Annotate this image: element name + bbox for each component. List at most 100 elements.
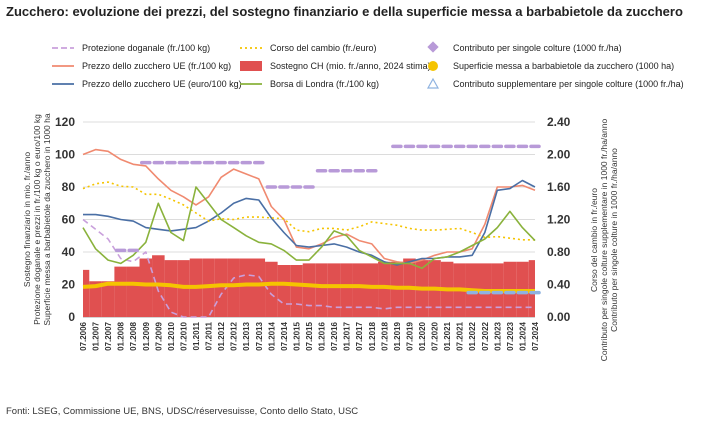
- legend-item: Contributo supplementare per singole col…: [426, 77, 684, 89]
- marker-contributo: [190, 160, 202, 165]
- marker-contributo: [227, 160, 240, 165]
- x-tick-label: 01.2013: [242, 321, 251, 350]
- marker-supplementare: [479, 290, 491, 295]
- marker-contributo: [340, 168, 353, 173]
- x-tick-label: 07.2013: [255, 321, 264, 350]
- bar-sostegno: [101, 281, 115, 317]
- y-right-label: Corso del cambio in fr./euro Contributo p…: [589, 119, 619, 362]
- x-tick-label: 01.2008: [117, 321, 126, 350]
- legend-key: [240, 61, 262, 71]
- x-tick-label: 01.2011: [192, 321, 201, 350]
- x-tick-label: 01.2021: [443, 321, 452, 350]
- x-tick-label: 07.2012: [230, 321, 239, 350]
- x-tick-label: 07.2019: [405, 321, 414, 350]
- bar-sostegno: [365, 263, 379, 317]
- bar-sostegno: [252, 258, 266, 317]
- x-tick-label: 01.2018: [368, 321, 377, 350]
- marker-contributo: [202, 160, 215, 165]
- marker-contributo: [391, 144, 403, 149]
- marker-contributo: [353, 168, 365, 173]
- x-ticks: 07.2006 01.2007 07.2007 01.2008 07.2008 01.20…: [79, 321, 540, 350]
- legend: Protezione doganale (fr./100 kg) Prezzo d…: [52, 41, 684, 89]
- source-note: Fonti: LSEG, Commissione UE, BNS, UDSC/r…: [6, 406, 359, 417]
- legend-item: Prezzo dello zucchero UE (fr./100 kg): [52, 61, 231, 71]
- y-right-tick-label: 0.80: [547, 245, 571, 259]
- legend-label: Prezzo dello zucchero UE (fr./100 kg): [82, 61, 231, 71]
- marker-contributo: [315, 168, 328, 173]
- marker-contributo: [516, 144, 529, 149]
- y-left-tick-label: 40: [62, 245, 76, 259]
- marker-contributo: [529, 144, 541, 149]
- x-tick-label: 07.2014: [280, 321, 289, 350]
- bar-sostegno: [290, 265, 303, 317]
- y-left-tick-label: 60: [62, 213, 76, 227]
- bar-sostegno: [239, 258, 253, 317]
- series-line-4: [82, 186, 536, 270]
- marker-contributo: [328, 168, 340, 173]
- legend-item: Corso del cambio (fr./euro): [240, 43, 377, 53]
- x-tick-label: 01.2022: [468, 321, 477, 350]
- x-tick-label: 07.2018: [380, 321, 389, 350]
- legend-label: Protezione doganale (fr./100 kg): [82, 43, 210, 53]
- marker-contributo: [140, 160, 152, 165]
- bar-sostegno: [214, 258, 228, 317]
- x-tick-label: 07.2007: [104, 321, 113, 350]
- y-right-tick-label: 2.40: [547, 115, 571, 129]
- marker-contributo: [491, 144, 504, 149]
- legend-label: Contributo per singole colture (1000 fr.…: [453, 43, 622, 53]
- marker-contributo: [428, 144, 441, 149]
- y-right-tick-label: 0.00: [547, 310, 571, 324]
- marker-contributo: [453, 144, 466, 149]
- y-left-tick-label: 120: [55, 115, 75, 129]
- legend-item: Superficie messa a barbabietole da zucch…: [428, 61, 674, 71]
- bar-sostegno: [83, 269, 90, 317]
- marker-contributo: [265, 185, 278, 189]
- y-left-label-line: Protezione doganale e prezzi in fr./100 …: [32, 114, 42, 325]
- series-markers: [114, 144, 541, 295]
- bar-sostegno: [114, 266, 127, 317]
- x-tick-label: 07.2024: [531, 321, 540, 350]
- x-tick-label: 07.2020: [431, 321, 440, 350]
- y-left-tick-label: 80: [62, 180, 76, 194]
- bar-sostegno: [126, 266, 140, 317]
- marker-contributo: [127, 248, 139, 253]
- x-tick-label: 01.2009: [142, 321, 151, 350]
- legend-label: Sostegno CH (mio. fr./anno, 2024 stima): [270, 61, 431, 71]
- bar-sostegno: [164, 260, 178, 317]
- legend-label: Contributo supplementare per singole col…: [453, 79, 684, 89]
- series-lines: [82, 148, 536, 318]
- y-right-label-line: Contributo per singole colture supplemen…: [599, 119, 609, 362]
- y-left-label-line: Superficie messa a barbabietole da zucch…: [42, 113, 52, 325]
- marker-contributo: [165, 160, 177, 165]
- marker-contributo: [215, 160, 227, 165]
- marker-contributo: [479, 144, 491, 149]
- y-left-tick-label: 20: [62, 278, 76, 292]
- x-tick-label: 01.2017: [343, 321, 352, 350]
- x-tick-label: 01.2015: [292, 321, 301, 350]
- x-tick-label: 07.2023: [506, 321, 515, 350]
- series-line-6: [82, 281, 535, 293]
- x-tick-label: 07.2022: [481, 321, 490, 350]
- bar-sostegno: [265, 261, 278, 317]
- x-tick-label: 07.2015: [305, 321, 314, 350]
- bar-sostegno: [139, 258, 153, 317]
- series-line-3: [82, 181, 535, 241]
- marker-contributo: [278, 185, 290, 189]
- marker-contributo: [240, 160, 252, 165]
- marker-contributo: [253, 160, 265, 165]
- x-tick-label: 01.2012: [217, 321, 226, 350]
- legend-key: [427, 41, 439, 53]
- marker-contributo: [290, 185, 303, 189]
- x-tick-label: 07.2006: [79, 321, 88, 350]
- marker-contributo: [441, 144, 453, 149]
- legend-item: Borsa di Londra (fr./100 kg): [240, 79, 379, 89]
- marker-contributo: [466, 144, 478, 149]
- y-left-tick-label: 100: [55, 148, 75, 162]
- legend-label: Borsa di Londra (fr./100 kg): [270, 79, 379, 89]
- x-tick-label: 01.2024: [518, 321, 527, 350]
- series-line-0: [82, 218, 535, 318]
- series-line-2: [83, 179, 536, 266]
- y-left-ticks: 0 20 40 60 80 100 120: [55, 115, 75, 324]
- legend-label: Prezzo dello zucchero UE (euro/100 kg): [82, 79, 242, 89]
- legend-label: Superficie messa a barbabietole da zucch…: [453, 61, 674, 71]
